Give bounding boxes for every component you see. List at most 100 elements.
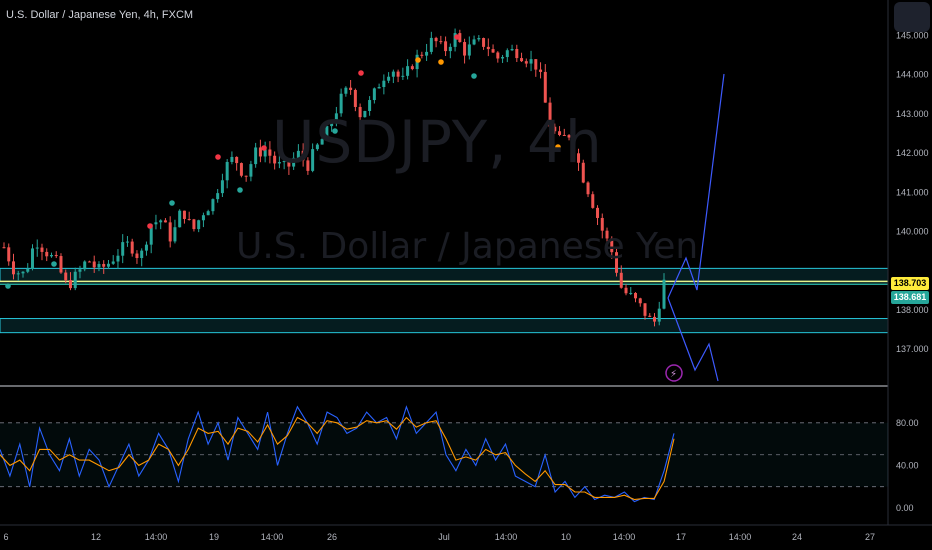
- candle-body: [73, 271, 77, 289]
- signal-markers: [5, 34, 561, 289]
- candle-body: [78, 269, 82, 272]
- alert-circle: [665, 364, 683, 382]
- time-tick-label: 14:00: [145, 532, 168, 542]
- candle-body: [83, 261, 87, 270]
- watermark-name: U.S. Dollar / Japanese Yen: [236, 226, 699, 267]
- candle-body: [40, 247, 44, 252]
- candle-body: [662, 279, 666, 309]
- candle-body: [154, 222, 158, 225]
- candle-body: [49, 255, 53, 257]
- candle-body: [358, 106, 362, 118]
- candle-body: [425, 51, 429, 56]
- candle-body: [130, 241, 134, 254]
- candle-body: [2, 247, 6, 249]
- candle-body: [149, 224, 153, 245]
- candle-body: [173, 227, 177, 242]
- signal-marker: [51, 261, 57, 267]
- candle-body: [54, 255, 58, 257]
- candle-body: [501, 57, 505, 59]
- watermark-symbol: USDJPY, 4h: [272, 108, 603, 176]
- time-tick-label: 14:00: [495, 532, 518, 542]
- projection-down: [667, 297, 719, 382]
- candle-body: [600, 217, 604, 231]
- candle-body: [220, 180, 224, 194]
- time-tick-label: 17: [676, 532, 686, 542]
- candle-body: [486, 46, 490, 50]
- candle-body: [553, 126, 557, 132]
- candle-body: [448, 46, 452, 52]
- candle-body: [444, 41, 448, 52]
- signal-marker: [237, 187, 243, 193]
- candle-body: [463, 42, 467, 56]
- candle-body: [524, 61, 528, 64]
- candle-body: [7, 247, 11, 262]
- candle-body: [244, 175, 248, 177]
- candle-body: [211, 199, 215, 212]
- candle-body: [467, 44, 471, 56]
- candle-body: [330, 123, 334, 127]
- candle-body: [353, 89, 357, 107]
- candle-body: [325, 126, 329, 140]
- candle-body: [45, 251, 49, 257]
- candle-body: [491, 49, 495, 53]
- candle-body: [116, 255, 120, 262]
- candle-body: [21, 271, 25, 274]
- time-tick-label: 12: [91, 532, 101, 542]
- candle-body: [472, 39, 476, 45]
- candle-body: [59, 256, 63, 273]
- candle-body: [648, 315, 652, 317]
- candle-body: [657, 308, 661, 322]
- candle-body: [320, 139, 324, 145]
- signal-marker: [332, 128, 338, 134]
- candle-body: [653, 316, 657, 322]
- candle-body: [420, 54, 424, 56]
- candle-body: [287, 161, 291, 167]
- time-tick-label: 14:00: [613, 532, 636, 542]
- candle-body: [11, 261, 15, 275]
- time-tick-label: Jul: [438, 532, 450, 542]
- candle-body: [558, 131, 562, 135]
- price-tick-label: 144.000: [896, 70, 929, 80]
- signal-marker: [358, 70, 364, 76]
- signal-marker: [438, 59, 444, 65]
- projection-up: [667, 73, 725, 299]
- candle-body: [292, 157, 296, 167]
- time-tick-label: 19: [209, 532, 219, 542]
- candle-body: [306, 160, 310, 171]
- signal-marker: [261, 145, 267, 151]
- price-tick-label: 143.000: [896, 109, 929, 119]
- lightning-icon: ⚡: [670, 369, 677, 380]
- candle-body: [263, 149, 267, 157]
- candle-body: [539, 69, 543, 72]
- candle-body: [140, 250, 144, 259]
- signal-marker: [169, 200, 175, 206]
- price-tick-label: 145.000: [896, 31, 929, 41]
- chart-title: U.S. Dollar / Japanese Yen, 4h, FXCM: [6, 9, 194, 21]
- price-tick-label: 140.000: [896, 227, 929, 237]
- candle-body: [301, 150, 305, 161]
- stochastic-panel: 80.00 40.00 0.00: [0, 405, 919, 513]
- candle-body: [192, 219, 196, 230]
- candle-body: [615, 252, 619, 273]
- candle-body: [586, 182, 590, 195]
- price-tick-label: 138.000: [896, 305, 929, 315]
- candle-body: [344, 87, 348, 94]
- candle-body: [273, 155, 277, 164]
- candle-body: [610, 238, 614, 253]
- candle-body: [168, 222, 172, 242]
- signal-marker: [415, 57, 421, 63]
- toolbar-button[interactable]: [894, 2, 930, 32]
- candle-body: [206, 211, 210, 216]
- candle-body: [315, 144, 319, 150]
- price-tick-label: 141.000: [896, 187, 929, 197]
- time-tick-label: 14:00: [729, 532, 752, 542]
- candle-body: [368, 100, 372, 111]
- candle-body: [163, 220, 167, 223]
- candle-body: [372, 88, 376, 101]
- candle-body: [296, 150, 300, 158]
- support-zones: [0, 267, 889, 334]
- stoch-tick-label: 40.00: [896, 460, 919, 470]
- candle-body: [159, 220, 163, 223]
- candle-body: [349, 87, 353, 90]
- candle-body: [391, 71, 395, 77]
